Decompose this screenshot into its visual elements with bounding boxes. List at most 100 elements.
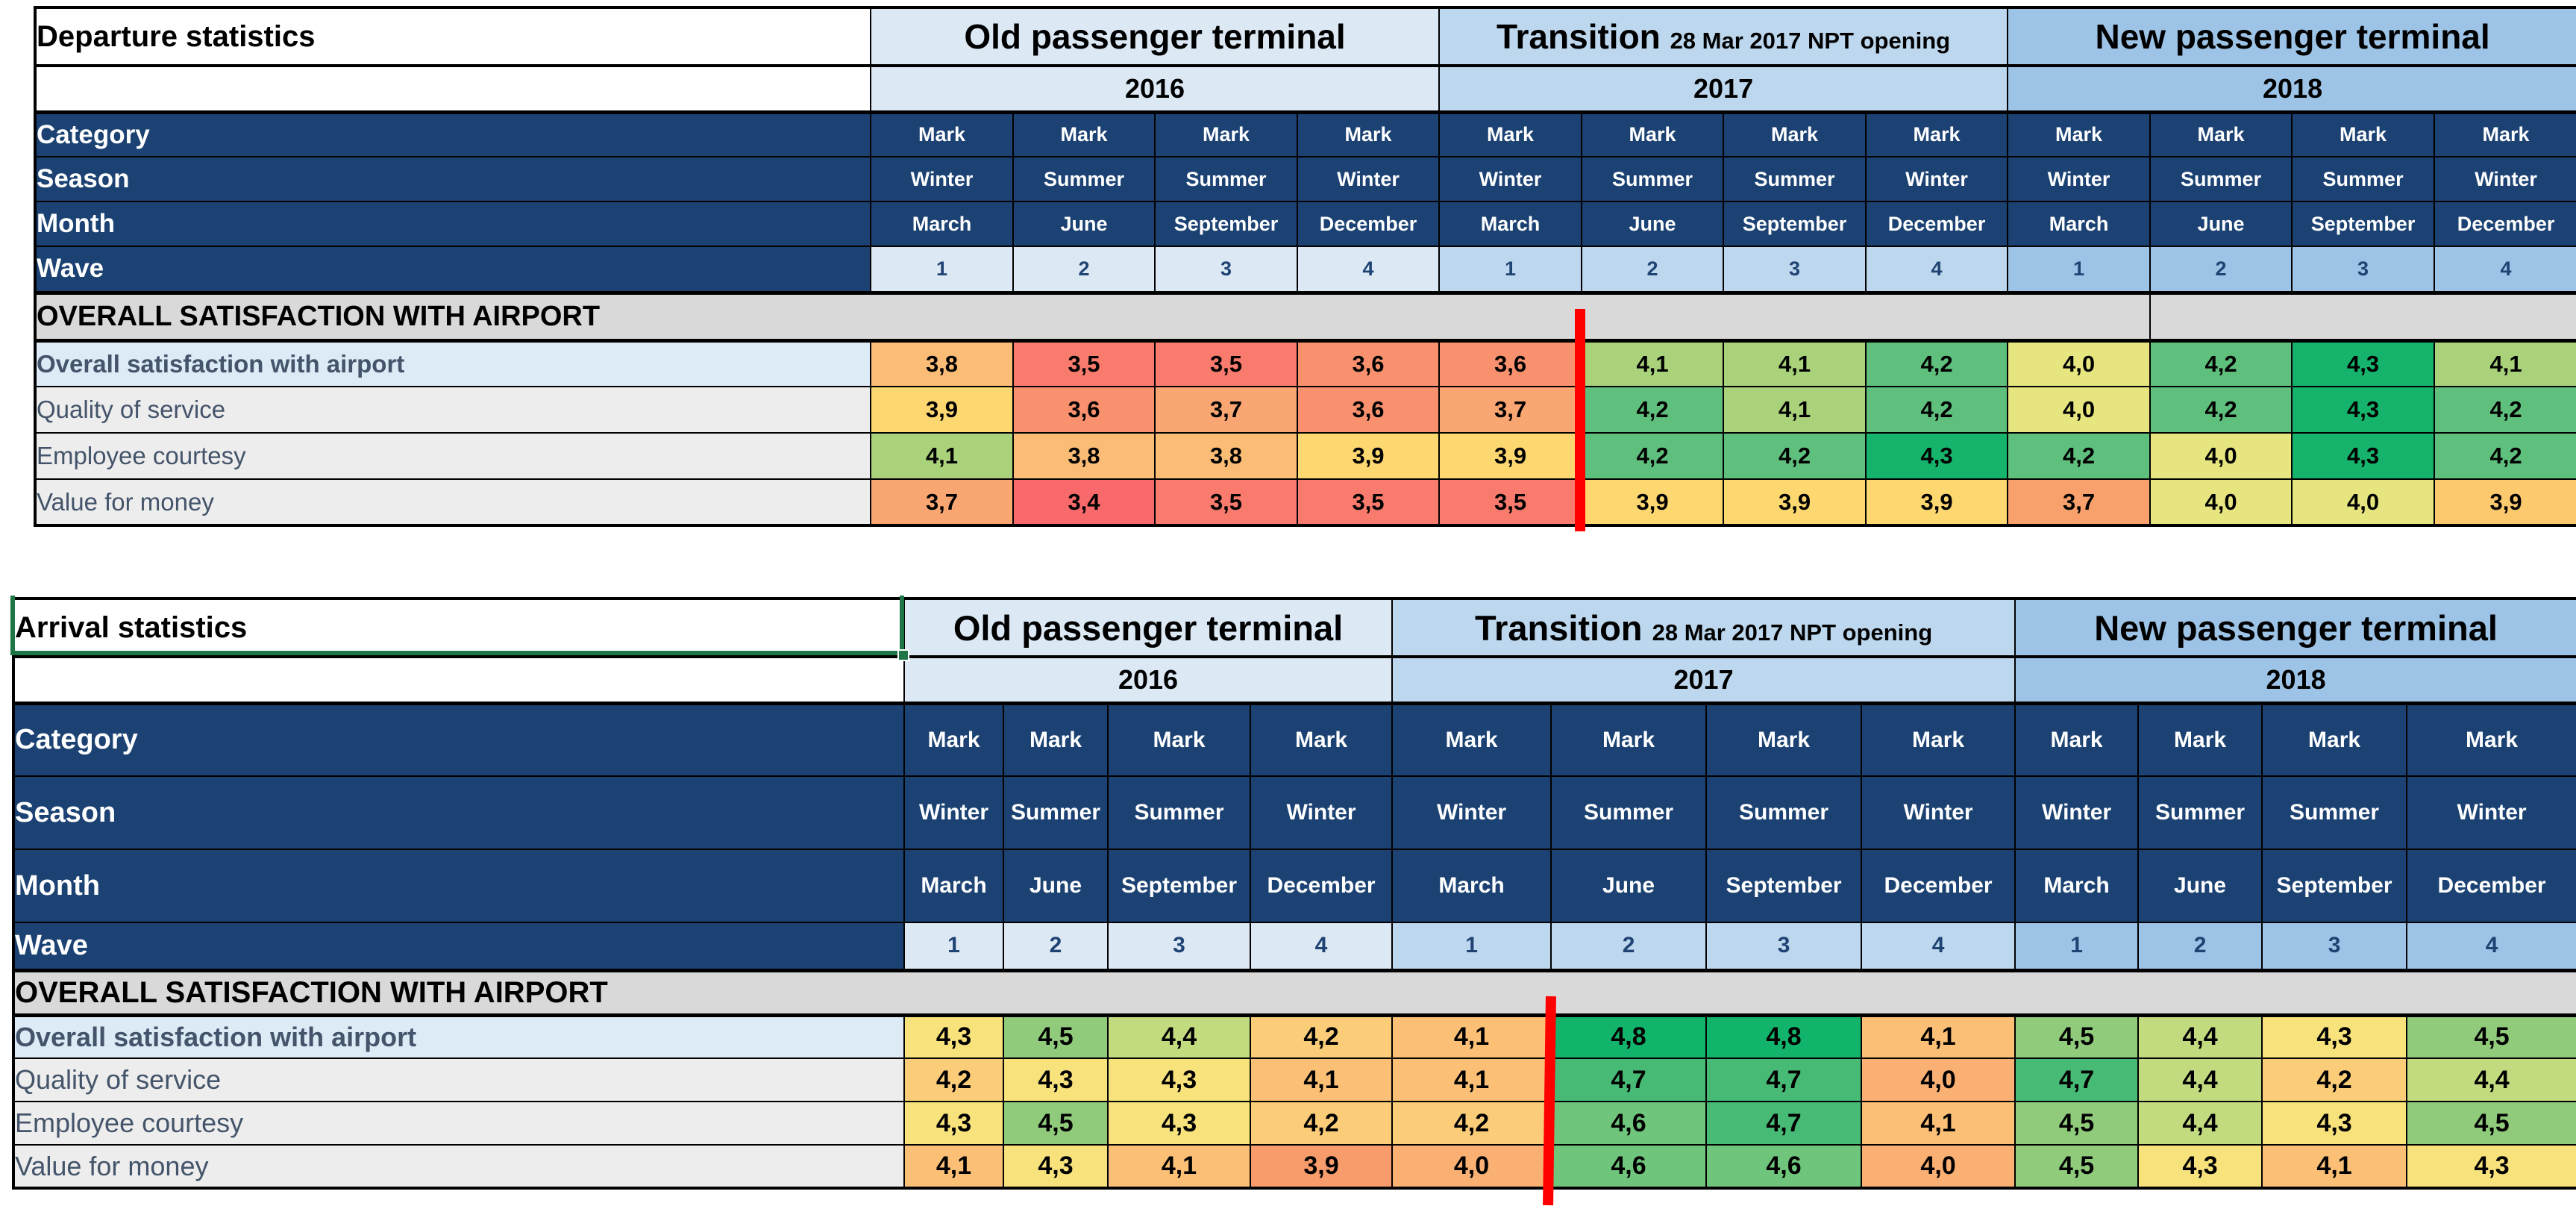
- season-value-cell[interactable]: Winter: [1296, 156, 1441, 202]
- season-value-cell[interactable]: Winter: [870, 156, 1014, 202]
- score-cell[interactable]: 4,3: [903, 1101, 1004, 1146]
- score-cell[interactable]: 4,2: [903, 1057, 1004, 1102]
- year-header[interactable]: 2016: [903, 656, 1394, 705]
- category-value-cell[interactable]: Mark: [1391, 702, 1552, 777]
- score-cell[interactable]: 4,0: [1391, 1144, 1552, 1189]
- category-value-cell[interactable]: Mark: [1012, 111, 1156, 157]
- month-value-cell[interactable]: December: [1861, 849, 2016, 923]
- score-cell[interactable]: 4,1: [870, 432, 1014, 480]
- score-cell[interactable]: 3,9: [870, 386, 1014, 434]
- season-value-cell[interactable]: Summer: [1581, 156, 1725, 202]
- score-cell[interactable]: 4,2: [2007, 432, 2152, 480]
- month-value-cell[interactable]: June: [2149, 201, 2293, 247]
- score-cell[interactable]: 4,2: [1249, 1101, 1394, 1146]
- season-value-cell[interactable]: Winter: [1861, 775, 2016, 850]
- score-cell[interactable]: 4,2: [2434, 386, 2576, 434]
- wave-value-cell[interactable]: 4: [1865, 246, 2009, 295]
- score-cell[interactable]: 3,6: [1296, 386, 1441, 434]
- score-cell[interactable]: 3,8: [870, 340, 1014, 387]
- wave-value-cell[interactable]: 3: [1723, 246, 1867, 295]
- category-value-cell[interactable]: Mark: [1438, 111, 1583, 157]
- category-value-cell[interactable]: Mark: [2007, 111, 2152, 157]
- month-value-cell[interactable]: September: [1723, 201, 1867, 247]
- score-cell[interactable]: 4,3: [2291, 340, 2436, 387]
- season-value-cell[interactable]: Summer: [1705, 775, 1863, 850]
- month-value-cell[interactable]: September: [2291, 201, 2436, 247]
- score-cell[interactable]: 4,4: [2137, 1014, 2263, 1059]
- season-value-cell[interactable]: Summer: [1154, 156, 1298, 202]
- empty-label-cell[interactable]: [13, 656, 905, 705]
- score-cell[interactable]: 4,1: [1723, 340, 1867, 387]
- score-cell[interactable]: 4,1: [1581, 340, 1725, 387]
- score-cell[interactable]: 4,7: [2014, 1057, 2140, 1102]
- terminal-period-header[interactable]: Transition 28 Mar 2017 NPT opening: [1391, 598, 2016, 658]
- section-header[interactable]: OVERALL SATISFACTION WITH AIRPORT: [12, 969, 2576, 1017]
- row-header-month[interactable]: Month: [34, 201, 871, 247]
- month-value-cell[interactable]: March: [870, 201, 1014, 247]
- season-value-cell[interactable]: Summer: [1550, 775, 1708, 850]
- terminal-period-header[interactable]: Transition 28 Mar 2017 NPT opening: [1438, 7, 2009, 67]
- metric-row-label[interactable]: Overall satisfaction with airport: [13, 1014, 905, 1059]
- score-cell[interactable]: 4,2: [1581, 386, 1725, 434]
- month-value-cell[interactable]: June: [1550, 849, 1708, 923]
- wave-value-cell[interactable]: 4: [1249, 922, 1394, 972]
- wave-value-cell[interactable]: 3: [1154, 246, 1298, 295]
- section-header[interactable]: OVERALL SATISFACTION WITH AIRPORT: [34, 292, 2152, 343]
- metric-row-label[interactable]: Employee courtesy: [13, 1101, 905, 1146]
- score-cell[interactable]: 3,9: [2434, 478, 2576, 526]
- table-title[interactable]: Departure statistics: [34, 7, 871, 67]
- score-cell[interactable]: 4,3: [903, 1014, 1004, 1059]
- score-cell[interactable]: 4,2: [2149, 386, 2293, 434]
- score-cell[interactable]: 4,4: [2137, 1101, 2263, 1146]
- category-value-cell[interactable]: Mark: [870, 111, 1014, 157]
- row-header-season[interactable]: Season: [34, 156, 871, 202]
- score-cell[interactable]: 3,5: [1012, 340, 1156, 387]
- category-value-cell[interactable]: Mark: [1296, 111, 1441, 157]
- terminal-period-header[interactable]: Old passenger terminal: [903, 598, 1394, 658]
- row-header-category[interactable]: Category: [13, 702, 905, 777]
- wave-value-cell[interactable]: 3: [2291, 246, 2436, 295]
- year-header[interactable]: 2018: [2007, 65, 2576, 114]
- month-value-cell[interactable]: December: [1296, 201, 1441, 247]
- season-value-cell[interactable]: Winter: [1249, 775, 1394, 850]
- score-cell[interactable]: 3,8: [1012, 432, 1156, 480]
- metric-row-label[interactable]: Quality of service: [13, 1057, 905, 1102]
- score-cell[interactable]: 4,2: [1865, 340, 2009, 387]
- score-cell[interactable]: 4,1: [1107, 1144, 1251, 1189]
- season-value-cell[interactable]: Summer: [1003, 775, 1109, 850]
- score-cell[interactable]: 4,2: [2434, 432, 2576, 480]
- category-value-cell[interactable]: Mark: [1861, 702, 2016, 777]
- npt-opening-marker-line-departure[interactable]: [1575, 309, 1585, 531]
- wave-value-cell[interactable]: 1: [870, 246, 1014, 295]
- season-value-cell[interactable]: Winter: [2406, 775, 2576, 850]
- terminal-period-header[interactable]: Old passenger terminal: [869, 7, 1441, 67]
- category-value-cell[interactable]: Mark: [1003, 702, 1109, 777]
- season-value-cell[interactable]: Summer: [2291, 156, 2436, 202]
- score-cell[interactable]: 4,1: [1723, 386, 1867, 434]
- season-value-cell[interactable]: Winter: [1391, 775, 1552, 850]
- category-value-cell[interactable]: Mark: [2406, 702, 2576, 777]
- score-cell[interactable]: 3,5: [1296, 478, 1441, 526]
- season-value-cell[interactable]: Summer: [2149, 156, 2293, 202]
- month-value-cell[interactable]: June: [2137, 849, 2263, 923]
- empty-label-cell[interactable]: [34, 65, 871, 114]
- row-header-category[interactable]: Category: [34, 111, 871, 157]
- score-cell[interactable]: 4,6: [1550, 1101, 1708, 1146]
- score-cell[interactable]: 4,0: [1861, 1057, 2016, 1102]
- wave-value-cell[interactable]: 2: [1003, 922, 1109, 972]
- row-header-wave[interactable]: Wave: [13, 922, 905, 972]
- wave-value-cell[interactable]: 3: [1107, 922, 1251, 972]
- wave-value-cell[interactable]: 2: [1012, 246, 1156, 295]
- wave-value-cell[interactable]: 4: [2434, 246, 2576, 295]
- month-value-cell[interactable]: December: [2406, 849, 2576, 923]
- score-cell[interactable]: 4,2: [1249, 1014, 1394, 1059]
- score-cell[interactable]: 4,5: [2406, 1014, 2576, 1059]
- category-value-cell[interactable]: Mark: [2014, 702, 2140, 777]
- season-value-cell[interactable]: Winter: [1438, 156, 1583, 202]
- month-value-cell[interactable]: December: [1249, 849, 1394, 923]
- score-cell[interactable]: 4,1: [1391, 1057, 1552, 1102]
- score-cell[interactable]: 4,0: [1861, 1144, 2016, 1189]
- score-cell[interactable]: 4,0: [2149, 478, 2293, 526]
- score-cell[interactable]: 3,7: [1154, 386, 1298, 434]
- score-cell[interactable]: 4,1: [2261, 1144, 2408, 1189]
